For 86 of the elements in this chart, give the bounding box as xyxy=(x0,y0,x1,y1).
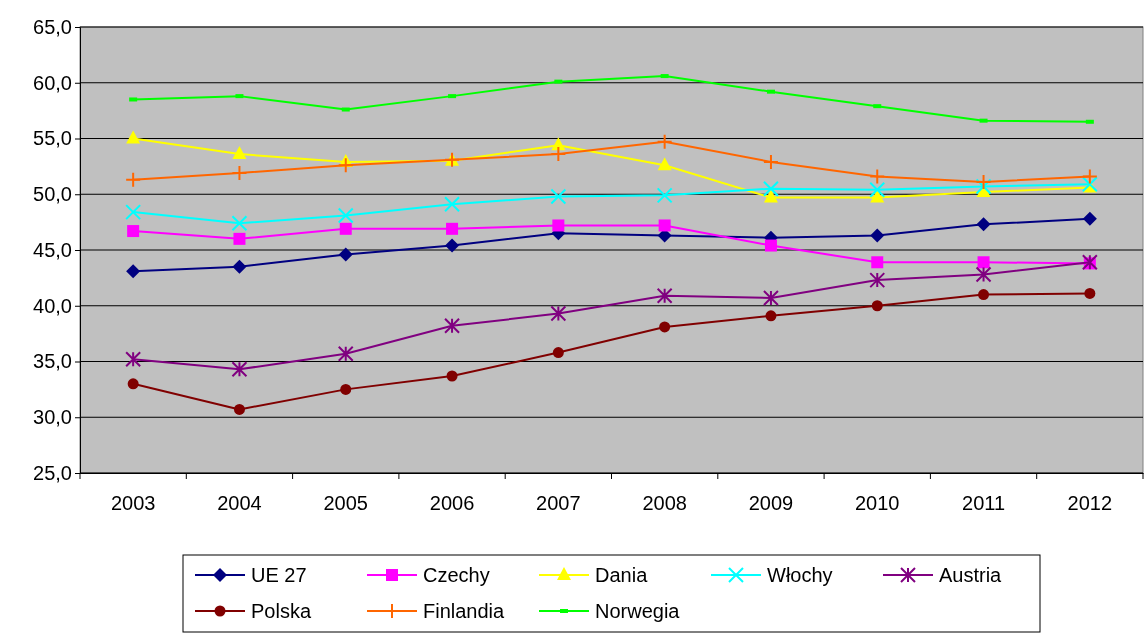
point xyxy=(1082,211,1097,226)
point xyxy=(870,228,885,243)
x-tick-label: 2006 xyxy=(429,492,475,514)
legend-label: Włochy xyxy=(767,564,833,586)
point xyxy=(340,383,352,395)
point xyxy=(125,351,142,368)
point xyxy=(233,403,245,415)
x-tick-label: 2009 xyxy=(748,492,794,514)
point xyxy=(339,222,352,235)
point xyxy=(1081,168,1098,185)
point xyxy=(869,181,886,198)
point xyxy=(550,146,567,163)
legend-label: Austria xyxy=(939,564,1003,586)
point xyxy=(657,157,672,171)
y-tick-label: 55,0 xyxy=(33,127,72,150)
point xyxy=(127,225,140,238)
point xyxy=(550,305,567,322)
point xyxy=(125,171,142,188)
point xyxy=(444,196,461,213)
point xyxy=(231,215,248,232)
legend-label: UE 27 xyxy=(251,564,307,586)
point xyxy=(337,157,354,174)
point xyxy=(656,133,673,150)
point xyxy=(445,238,460,253)
point xyxy=(446,370,458,382)
point xyxy=(656,187,673,204)
point xyxy=(126,130,141,144)
point xyxy=(656,287,673,304)
legend-label: Norwegia xyxy=(595,600,681,622)
point xyxy=(127,378,139,390)
legend-label: Polska xyxy=(251,600,312,622)
point xyxy=(552,219,565,232)
y-tick-label: 45,0 xyxy=(33,238,72,261)
point xyxy=(552,347,564,359)
x-tick-label: 2010 xyxy=(855,492,900,514)
point xyxy=(762,289,779,306)
y-tick-label: 65,0 xyxy=(33,15,72,38)
point xyxy=(551,137,566,151)
point xyxy=(765,310,777,322)
point xyxy=(125,204,142,221)
point xyxy=(870,189,885,203)
x-tick-label: 2008 xyxy=(642,492,687,514)
x-tick-label: 2005 xyxy=(323,492,368,514)
point xyxy=(763,189,778,203)
y-tick-label: 50,0 xyxy=(33,183,72,206)
point xyxy=(762,153,779,170)
point xyxy=(975,266,992,283)
point xyxy=(871,256,884,269)
point xyxy=(233,232,246,245)
point xyxy=(337,207,354,224)
point xyxy=(975,178,992,195)
point xyxy=(550,188,567,205)
point xyxy=(232,146,247,160)
point xyxy=(338,247,353,262)
point xyxy=(658,219,671,232)
point xyxy=(446,222,459,235)
point xyxy=(977,256,990,269)
y-tick-label: 40,0 xyxy=(33,294,72,317)
point xyxy=(659,321,671,333)
x-tick-label: 2004 xyxy=(217,492,262,514)
point xyxy=(232,259,247,274)
point xyxy=(764,239,777,252)
point xyxy=(1084,287,1096,299)
x-tick-label: 2012 xyxy=(1067,492,1113,514)
point xyxy=(871,300,883,312)
point xyxy=(975,173,992,190)
point xyxy=(978,289,990,301)
point xyxy=(231,361,248,378)
y-tick-label: 60,0 xyxy=(33,71,72,94)
point xyxy=(869,272,886,289)
x-tick-label: 2003 xyxy=(110,492,156,514)
point xyxy=(976,217,991,232)
point xyxy=(444,317,461,334)
y-tick-label: 30,0 xyxy=(33,406,72,429)
point xyxy=(231,165,248,182)
y-tick-label: 35,0 xyxy=(33,350,72,373)
legend-label: Dania xyxy=(595,564,649,586)
point xyxy=(762,180,779,197)
point xyxy=(337,345,354,362)
y-tick-label: 25,0 xyxy=(33,461,72,484)
legend-label: Finlandia xyxy=(423,600,506,622)
x-tick-label: 2011 xyxy=(962,492,1006,514)
point xyxy=(869,168,886,185)
point xyxy=(126,264,141,279)
x-tick-label: 2007 xyxy=(536,492,581,514)
legend-label: Czechy xyxy=(423,564,490,586)
